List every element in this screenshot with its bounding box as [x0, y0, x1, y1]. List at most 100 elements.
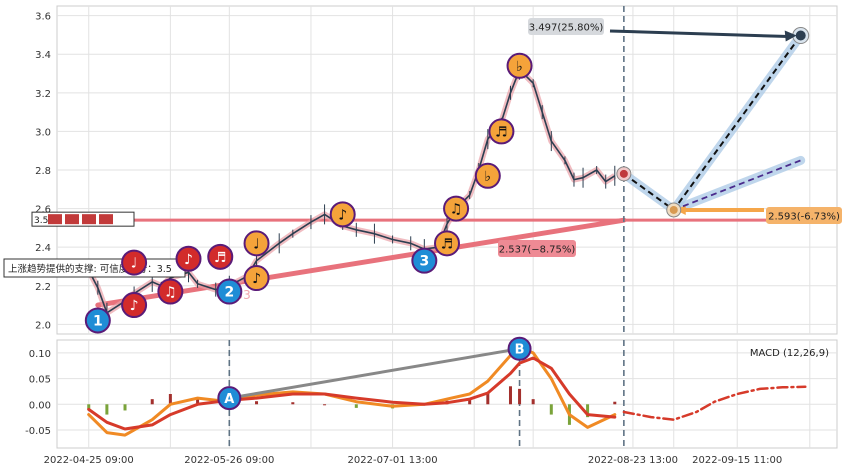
- wave-marker-circle: [488, 118, 515, 145]
- support-tag-swatch: [82, 214, 96, 225]
- wave-marker-circle: [434, 230, 460, 257]
- upper-target-box: [528, 18, 604, 35]
- x-tick-label: 2022-04-25 09:00: [44, 455, 134, 466]
- wave-marker-label: 3: [419, 254, 429, 270]
- wave-marker-circle: [243, 230, 270, 257]
- upper-target-label: 3.497(25.80%): [529, 23, 604, 34]
- price-panel: 2.0 2.2 2.4 2.6 2.8 3.0 3.2 3.4 3.6 3.497(25.80%)…: [3, 5, 842, 335]
- wave-marker-circle: [121, 249, 148, 276]
- price-y-tick-label: 2.8: [35, 166, 51, 177]
- macd-frame: [56, 339, 838, 449]
- macd-marker-label: B: [515, 343, 525, 358]
- macd-title: MACD (12,26,9): [750, 348, 829, 359]
- x-tick-label: 2022-05-26 09:00: [184, 455, 274, 466]
- macd-histogram-bar: [549, 404, 553, 415]
- macd-signal-line: [87, 356, 617, 431]
- support-tag-swatch: [65, 214, 79, 225]
- macd-marker-circle: [217, 386, 242, 411]
- wave-marker-label: ♪: [184, 252, 193, 268]
- macd-histogram-bar: [123, 404, 127, 411]
- macd-y-tick-label: 0.10: [29, 349, 51, 360]
- support-value-box: [498, 240, 576, 257]
- forecast-lower-line: [673, 159, 802, 211]
- wave-marker-label: 1: [93, 313, 103, 329]
- wave-marker-circle: [216, 278, 243, 305]
- macd-histogram-bar: [518, 388, 522, 405]
- wave-marker-label: ♬: [214, 250, 227, 266]
- x-tick-label: 2022-07-01 13:00: [348, 455, 438, 466]
- macd-histogram-bar: [168, 394, 172, 405]
- wave-marker-circle: [157, 278, 184, 305]
- macd-histogram-bar: [486, 392, 490, 405]
- x-tick-label: 2022-09-15 11:00: [692, 455, 782, 466]
- x-axis: 2022-04-25 09:00 2022-05-26 09:00 2022-07-…: [44, 455, 783, 466]
- macd-marker-label: A: [224, 392, 234, 407]
- upper-target-arrowhead: [784, 30, 797, 42]
- wave-marker-circle: [175, 245, 202, 272]
- macd-histogram-bar: [291, 402, 295, 405]
- macd-histogram-bar: [87, 404, 91, 410]
- wave-marker-circle: [243, 265, 270, 292]
- macd-histogram-bar: [255, 401, 259, 405]
- lower-target-label: 2.593(-6.73%): [768, 211, 840, 222]
- macd-panel: -0.05 0.00 0.05 0.10 MACD (12,26,9) A B: [25, 336, 838, 449]
- macd-histogram-bar: [354, 404, 358, 408]
- price-y-tick-label: 3.4: [35, 50, 51, 61]
- wave-marker-label: ♫: [450, 202, 463, 218]
- wave-marker-circle: [121, 292, 148, 319]
- upper-target-arrow: [609, 29, 789, 39]
- price-y-tick-label: 3.2: [35, 89, 51, 100]
- x-tick-label: 2022-08-23 13:00: [588, 455, 678, 466]
- support-value-label: 2.537(−8.75%): [499, 245, 576, 256]
- macd-y-tick-label: -0.05: [25, 426, 51, 437]
- wave-marker-label: ♩: [131, 256, 138, 272]
- wave-marker-circle: [84, 307, 111, 334]
- macd-histogram-bar: [105, 404, 109, 415]
- wave-marker-label: ♭: [485, 169, 492, 185]
- forecast-low-point: [669, 205, 678, 214]
- wave-marker-label: ♪: [338, 207, 347, 223]
- wave-marker-label: ♪: [252, 271, 261, 287]
- price-y-tick-label: 3.6: [35, 12, 51, 23]
- support-tag-value: 3.5: [34, 216, 48, 226]
- wave-marker-label: ♪: [130, 298, 139, 314]
- macd-marker-circle: [507, 336, 532, 361]
- wave-marker-circle: [329, 201, 356, 228]
- macd-y-tick-label: 0.05: [29, 375, 51, 386]
- macd-histogram-bar: [531, 399, 535, 405]
- macd-histogram-bar: [196, 398, 200, 405]
- macd-histogram-bar: [468, 399, 472, 405]
- wave-marker-label: ♭: [516, 59, 523, 75]
- macd-histogram-bar: [613, 401, 617, 405]
- price-y-tick-label: 2.6: [35, 205, 51, 216]
- wave-marker-circle: [411, 247, 438, 274]
- wave-marker-label: ♩: [253, 236, 260, 252]
- support-trend-line: [95, 217, 627, 308]
- support-tag-swatch: [99, 214, 113, 225]
- support-caption: 上涨趋势提供的支撑: 可信度评分：3.5: [8, 263, 172, 275]
- macd-histogram-bar: [586, 404, 590, 418]
- price-y-tick-label: 2.2: [35, 282, 51, 293]
- price-y-tick-label: 2.4: [35, 243, 51, 254]
- forecast-high-point: [795, 30, 806, 41]
- forecast-start-point: [619, 169, 628, 178]
- macd-y-tick-label: 0.00: [29, 400, 51, 411]
- wave-marker-label: ♬: [441, 236, 454, 252]
- wave-marker-label: 2: [224, 285, 234, 301]
- macd-histogram-bar: [150, 399, 154, 405]
- wave-marker-circle: [207, 243, 234, 270]
- macd-histogram-bar: [508, 386, 512, 405]
- wave-marker-label: ♫: [164, 285, 177, 301]
- lower-target-box: [766, 206, 842, 224]
- macd-projection-line: [622, 385, 807, 421]
- price-y-tick-label: 2.0: [35, 320, 51, 331]
- wave-marker-circle: [474, 162, 501, 189]
- wave-marker-circle: [506, 52, 533, 79]
- wave-marker-circle: [443, 195, 470, 222]
- wave-marker-label: ♬: [495, 124, 508, 140]
- price-y-tick-label: 3.0: [35, 127, 51, 138]
- macd-divergence-line: [227, 347, 522, 400]
- macd-histogram-bar: [323, 404, 327, 406]
- support-tag-swatch: [48, 214, 62, 225]
